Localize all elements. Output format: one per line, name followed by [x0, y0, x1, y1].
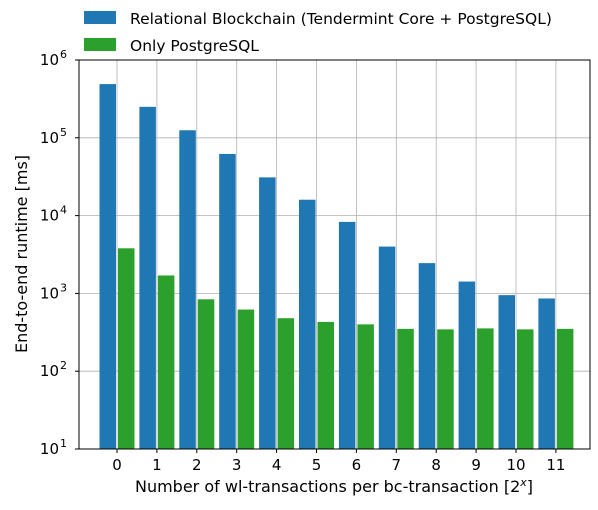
bar-blockchain — [458, 281, 476, 449]
bar-blockchain — [219, 153, 236, 450]
bar-postgresql — [157, 275, 175, 449]
bar-blockchain — [538, 298, 555, 449]
bar-blockchain — [378, 246, 396, 449]
x-tick-label: 10 — [506, 456, 525, 474]
bar-postgresql — [197, 299, 215, 449]
y-tick-label: 10 — [40, 207, 59, 225]
bar-blockchain — [418, 263, 436, 449]
bar-postgresql — [317, 321, 334, 449]
y-tick-label: 10 — [40, 284, 59, 302]
y-tick-label: 10 — [40, 362, 59, 380]
bar-postgresql — [437, 329, 454, 449]
y-tick-exponent: 2 — [60, 359, 67, 372]
x-tick-label: 6 — [352, 456, 362, 474]
bar-postgresql — [397, 328, 414, 449]
bar-blockchain — [299, 199, 316, 449]
bar-postgresql — [118, 248, 135, 449]
bar-postgresql — [357, 324, 374, 449]
y-axis-label: End-to-end runtime [ms] — [12, 155, 31, 353]
x-tick-label: 4 — [272, 456, 282, 474]
bars — [99, 84, 574, 450]
x-tick-label: 2 — [192, 456, 202, 474]
bar-postgresql — [477, 328, 494, 449]
x-axis-label-close: ] — [527, 477, 533, 496]
y-tick-exponent: 1 — [60, 437, 67, 450]
x-axis-label-exponent: x — [519, 476, 527, 489]
bar-blockchain — [259, 177, 276, 449]
legend-label-postgresql: Only PostgreSQL — [130, 37, 259, 55]
x-tick-label: 3 — [232, 456, 242, 474]
legend-swatch-blockchain — [84, 11, 116, 24]
y-tick-label: 10 — [40, 51, 59, 69]
x-axis-label: Number of wl-transactions per bc-transac… — [135, 476, 533, 496]
bar-postgresql — [277, 318, 295, 449]
legend: Relational Blockchain (Tendermint Core +… — [84, 10, 552, 55]
bar-blockchain — [139, 106, 156, 449]
legend-label-blockchain: Relational Blockchain (Tendermint Core +… — [130, 10, 552, 28]
x-tick-label: 11 — [546, 456, 565, 474]
x-tick-label: 1 — [152, 456, 162, 474]
bar-postgresql — [556, 328, 574, 449]
y-tick-label: 10 — [40, 440, 59, 458]
bar-blockchain — [338, 221, 356, 449]
bar-blockchain — [179, 130, 196, 449]
y-tick-exponent: 4 — [60, 204, 67, 217]
y-tick-exponent: 3 — [60, 281, 67, 294]
bar-postgresql — [237, 309, 255, 449]
bar-blockchain — [498, 295, 515, 449]
y-tick-label: 10 — [40, 129, 59, 147]
x-tick-label: 5 — [312, 456, 322, 474]
x-tick-label: 7 — [392, 456, 402, 474]
plot-frame — [78, 59, 591, 450]
legend-swatch-postgresql — [84, 38, 116, 51]
x-tick-label: 0 — [112, 456, 122, 474]
x-tick-label: 9 — [471, 456, 481, 474]
y-tick-exponent: 5 — [60, 126, 67, 139]
bar-blockchain — [99, 84, 116, 449]
x-tick-label: 8 — [431, 456, 441, 474]
x-axis: 0 1 2 3 4 5 6 7 8 9 10 11 — [112, 449, 565, 474]
bar-postgresql — [517, 329, 534, 449]
x-axis-label-text: Number of wl-transactions per bc-transac… — [135, 477, 520, 496]
y-tick-exponent: 6 — [60, 48, 67, 61]
